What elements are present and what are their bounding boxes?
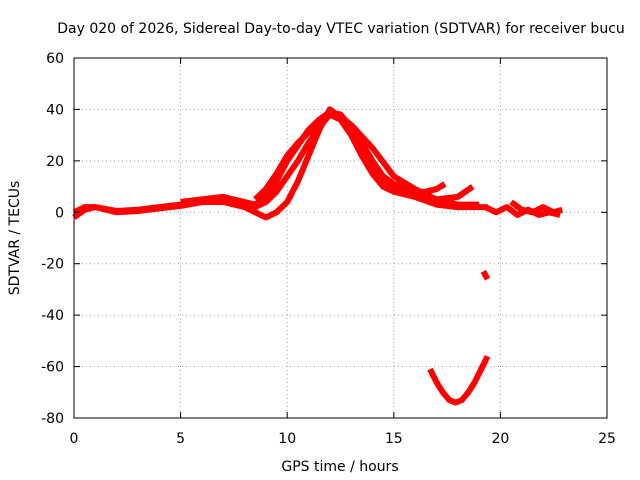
y-tick-label: -20 (41, 257, 64, 273)
series-spike (480, 269, 491, 281)
series-track-4 (253, 111, 480, 208)
y-tick-label: -60 (41, 360, 64, 376)
x-tick-label: 20 (491, 431, 509, 447)
plot-frame (73, 57, 608, 419)
x-axis-label: GPS time / hours (281, 459, 398, 475)
y-axis-label: SDTVAR / TECUs (7, 181, 23, 296)
series-layer (72, 106, 564, 406)
y-tick-label: 40 (46, 102, 64, 118)
tick-layer: 0 5 10 15 20 25 -80 -60 -40 -20 0 20 40 60 (41, 51, 616, 447)
x-tick-label: 0 (70, 431, 79, 447)
series-tail-2 (509, 199, 564, 216)
y-tick-label: -80 (41, 411, 64, 427)
series-dip (427, 354, 491, 406)
x-tick-label: 10 (278, 431, 296, 447)
y-tick-label: 60 (46, 51, 64, 67)
x-tick-label: 5 (176, 431, 185, 447)
y-tick-label: -40 (41, 308, 64, 324)
x-tick-label: 25 (598, 431, 616, 447)
y-tick-label: 0 (55, 205, 64, 221)
x-tick-label: 15 (385, 431, 403, 447)
chart-title: Day 020 of 2026, Sidereal Day-to-day VTE… (57, 21, 625, 37)
y-tick-label: 20 (46, 154, 64, 170)
